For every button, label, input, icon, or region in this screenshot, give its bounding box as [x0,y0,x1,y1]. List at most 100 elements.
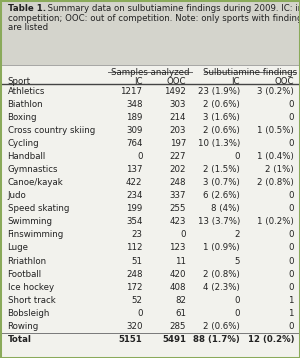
Text: 172: 172 [126,283,142,292]
Text: 1: 1 [289,309,294,318]
Text: 309: 309 [126,126,142,135]
Text: Gymnastics: Gymnastics [8,165,58,174]
Text: 227: 227 [169,152,186,161]
Text: Ice hockey: Ice hockey [8,283,54,292]
Text: Luge: Luge [8,243,29,252]
Text: Speed skating: Speed skating [8,204,69,213]
Text: Rowing: Rowing [8,322,39,331]
Text: 5: 5 [235,256,240,266]
Text: 0: 0 [289,191,294,200]
Text: 3 (0.7%): 3 (0.7%) [203,178,240,187]
Text: 0: 0 [289,204,294,213]
Text: 0: 0 [289,100,294,109]
Text: 82: 82 [175,296,186,305]
Text: 0: 0 [137,152,142,161]
Text: 61: 61 [175,309,186,318]
Text: 5151: 5151 [119,335,142,344]
Text: 1 (0.2%): 1 (0.2%) [257,217,294,226]
Text: 203: 203 [169,126,186,135]
Text: 408: 408 [169,283,186,292]
Text: 51: 51 [131,256,142,266]
Text: 0: 0 [137,309,142,318]
Text: 1492: 1492 [164,87,186,96]
Text: 199: 199 [126,204,142,213]
Text: 354: 354 [126,217,142,226]
Text: 8 (4%): 8 (4%) [212,204,240,213]
Text: Cross country skiing: Cross country skiing [8,126,95,135]
Text: Finswimming: Finswimming [8,231,64,240]
Text: 420: 420 [169,270,186,279]
Text: are listed: are listed [8,23,48,32]
Text: Athletics: Athletics [8,87,45,96]
Text: 423: 423 [169,217,186,226]
Text: Sport: Sport [8,77,31,86]
Text: Handball: Handball [8,152,46,161]
Text: Summary data on sulbutiamine findings during 2009. IC: in-: Summary data on sulbutiamine findings du… [42,4,300,13]
Text: 422: 422 [126,178,142,187]
Text: Boxing: Boxing [8,113,37,122]
Text: 4 (2.3%): 4 (2.3%) [203,283,240,292]
Text: 23: 23 [131,231,142,240]
Text: Table 1.: Table 1. [8,4,46,13]
Text: 3 (0.2%): 3 (0.2%) [257,87,294,96]
Bar [0,0,300,65]
Text: OOC: OOC [167,77,186,86]
Text: 2: 2 [235,231,240,240]
Text: 202: 202 [169,165,186,174]
Text: 2 (1%): 2 (1%) [266,165,294,174]
Text: 197: 197 [169,139,186,148]
Text: IC: IC [232,77,240,86]
Text: 0: 0 [289,243,294,252]
Text: 320: 320 [126,322,142,331]
Text: 0: 0 [289,283,294,292]
Text: 10 (1.3%): 10 (1.3%) [198,139,240,148]
Text: 2 (0.8%): 2 (0.8%) [203,270,240,279]
Text: 0: 0 [289,113,294,122]
Text: 0: 0 [235,152,240,161]
Text: 285: 285 [169,322,186,331]
Text: 1 (0.5%): 1 (0.5%) [257,126,294,135]
Text: Cycling: Cycling [8,139,39,148]
Text: 2 (0.6%): 2 (0.6%) [203,100,240,109]
Text: 255: 255 [169,204,186,213]
Text: 112: 112 [126,243,142,252]
Text: 189: 189 [126,113,142,122]
Text: 1 (0.4%): 1 (0.4%) [257,152,294,161]
Text: 13 (3.7%): 13 (3.7%) [198,217,240,226]
Text: 1: 1 [289,296,294,305]
Text: 5491: 5491 [162,335,186,344]
Text: 337: 337 [169,191,186,200]
Text: 123: 123 [169,243,186,252]
Text: Judo: Judo [8,191,26,200]
Text: IC: IC [134,77,142,86]
Text: 234: 234 [126,191,142,200]
Text: Samples analyzed: Samples analyzed [111,68,189,77]
Text: Bobsleigh: Bobsleigh [8,309,50,318]
Text: 137: 137 [126,165,142,174]
Text: 2 (0.8%): 2 (0.8%) [257,178,294,187]
Text: Football: Football [8,270,42,279]
Text: Swimming: Swimming [8,217,52,226]
Text: 0: 0 [289,270,294,279]
Text: 52: 52 [131,296,142,305]
Text: 2 (0.6%): 2 (0.6%) [203,126,240,135]
Text: 23 (1.9%): 23 (1.9%) [198,87,240,96]
Text: Short track: Short track [8,296,55,305]
Text: 0: 0 [181,231,186,240]
Text: 0: 0 [235,296,240,305]
Text: 764: 764 [126,139,142,148]
Text: Total: Total [8,335,31,344]
Text: 6 (2.6%): 6 (2.6%) [203,191,240,200]
Text: 303: 303 [169,100,186,109]
Text: 2 (1.5%): 2 (1.5%) [203,165,240,174]
Text: 3 (1.6%): 3 (1.6%) [203,113,240,122]
Text: 0: 0 [289,231,294,240]
Text: 248: 248 [126,270,142,279]
Text: Canoe/kayak: Canoe/kayak [8,178,63,187]
Text: competition; OOC: out of competition. Note: only sports with findings: competition; OOC: out of competition. No… [8,14,300,23]
Text: 0: 0 [289,322,294,331]
Text: 0: 0 [289,256,294,266]
Text: 214: 214 [169,113,186,122]
Text: OOC: OOC [274,77,294,86]
Text: 11: 11 [175,256,186,266]
